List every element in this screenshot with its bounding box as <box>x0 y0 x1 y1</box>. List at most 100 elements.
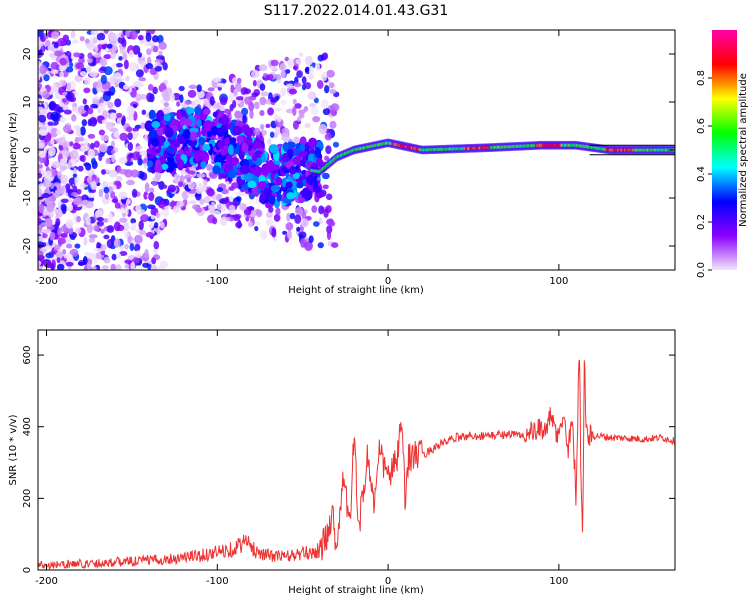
spectrogram-cell <box>254 101 260 110</box>
spectrogram-cell <box>135 204 142 213</box>
spectrogram-cell <box>138 220 144 231</box>
spectrogram-cell <box>265 123 271 128</box>
spectrogram-cell <box>123 59 129 70</box>
spectrogram-cell <box>312 115 321 123</box>
spectrogram-cell <box>279 63 287 72</box>
spectrogram-cell <box>270 97 279 103</box>
spectrogram-cell <box>151 137 160 147</box>
spectrogram-cell <box>90 181 97 190</box>
spectrogram-cell <box>133 243 141 252</box>
spectrogram-cell <box>318 205 325 215</box>
spectrogram-cell <box>127 153 132 163</box>
spectrogram-cell <box>185 167 190 173</box>
spectrogram-cell <box>78 56 85 64</box>
spectrogram-cell <box>195 188 204 194</box>
spectrogram-cell <box>232 214 241 221</box>
spectrogram-cell <box>280 87 287 97</box>
spectrogram-cell <box>265 74 274 81</box>
spectrogram-cell <box>118 217 128 223</box>
spectrogram-cell <box>235 196 242 202</box>
spectrogram-cell <box>40 222 50 227</box>
spectrogram-cell <box>270 184 280 193</box>
spectrogram-cell <box>294 103 302 109</box>
spectrogram-cell <box>232 125 243 136</box>
spectrogram-cell <box>104 192 110 200</box>
spectrogram-cell <box>72 197 82 205</box>
spectrogram-cell <box>258 174 266 182</box>
spectrogram-cell <box>137 52 143 58</box>
spectrogram-cell <box>314 146 322 159</box>
spectrogram-cell <box>328 82 335 89</box>
spectrogram-cell <box>239 103 244 108</box>
spectrogram-cell <box>293 136 300 144</box>
spectrogram-cell <box>220 188 229 195</box>
spectrogram-cell <box>131 222 137 228</box>
spectrogram-cell <box>65 261 74 267</box>
spectrogram-cell <box>125 30 130 38</box>
spectrogram-cell <box>181 191 189 199</box>
spectrogram-cell <box>105 158 111 165</box>
spectrogram-cell <box>260 153 266 163</box>
spectrogram-cell <box>220 197 229 204</box>
spectrogram-cell <box>39 150 46 158</box>
spectrogram-cell <box>63 109 72 115</box>
spectrogram-cell <box>43 74 50 82</box>
spectrogram-cell <box>228 93 235 103</box>
spectrogram-cell <box>50 31 60 40</box>
spectrogram-cell <box>295 58 302 65</box>
spectrogram-cell <box>75 137 85 142</box>
spectrogram-cell <box>126 198 131 205</box>
spectrogram-cell <box>182 128 191 140</box>
spectrogram-cell <box>69 62 74 68</box>
spectrogram-x-tick-label: 100 <box>549 276 568 287</box>
spectrogram-cell <box>129 30 138 40</box>
spectrogram-cell <box>207 87 215 92</box>
spectrogram-cell <box>305 67 310 73</box>
spectrogram-cell <box>109 75 116 85</box>
spectrogram-cell <box>165 160 175 173</box>
spectrogram-cell <box>259 193 265 203</box>
spectrogram-cell <box>116 252 122 259</box>
spectrogram-cell <box>147 84 154 91</box>
spectrogram-cell <box>200 151 210 163</box>
spectrogram-cell <box>285 222 294 231</box>
spectrogram-cell <box>101 119 108 125</box>
spectrogram-cell <box>239 165 250 175</box>
spectrogram-cell <box>51 161 61 169</box>
spectrogram-cell <box>62 249 67 255</box>
spectrogram-cell <box>227 144 234 156</box>
spectrogram-cell <box>295 206 304 217</box>
spectrogram-cell <box>121 38 127 48</box>
spectrogram-cell <box>156 109 165 122</box>
spectrogram-cell <box>236 135 244 143</box>
spectrogram-y-tick-label: 10 <box>22 96 33 109</box>
spectrogram-cell <box>93 225 100 232</box>
spectrogram-cell <box>259 110 265 117</box>
spectrogram-cell <box>182 118 193 126</box>
spectrogram-cell <box>317 54 324 62</box>
snr-y-tick-label: 400 <box>22 417 33 436</box>
spectrogram-cell <box>73 52 81 58</box>
spectrogram-cell <box>48 146 56 157</box>
spectrogram-cell <box>154 164 163 173</box>
spectrogram-cell <box>132 103 138 109</box>
spectrogram-cell <box>236 77 242 84</box>
spectrogram-cell <box>221 114 229 126</box>
spectrogram-y-tick-label: 0 <box>22 147 33 153</box>
spectrogram-x-tick-label: -200 <box>35 276 58 287</box>
spectrogram-cell <box>155 212 160 219</box>
spectrogram-cell <box>71 106 78 113</box>
spectrogram-cell <box>98 129 106 136</box>
spectrogram-cell <box>152 86 158 95</box>
colorbar-tick-label: 0.6 <box>696 118 707 134</box>
spectrogram-cell <box>162 184 168 189</box>
spectrogram-cell <box>138 229 147 236</box>
spectrogram-cell <box>118 156 128 165</box>
spectrogram-cell <box>304 241 313 252</box>
spectrogram-cell <box>309 103 316 108</box>
spectrogram-cell <box>153 241 160 250</box>
spectrogram-cell <box>167 188 175 193</box>
spectrogram-cell <box>38 106 44 112</box>
colorbar: 0.0 0.2 0.4 0.6 0.8 Normalized spectral ampl… <box>696 30 749 278</box>
spectrogram-cell <box>170 118 179 127</box>
